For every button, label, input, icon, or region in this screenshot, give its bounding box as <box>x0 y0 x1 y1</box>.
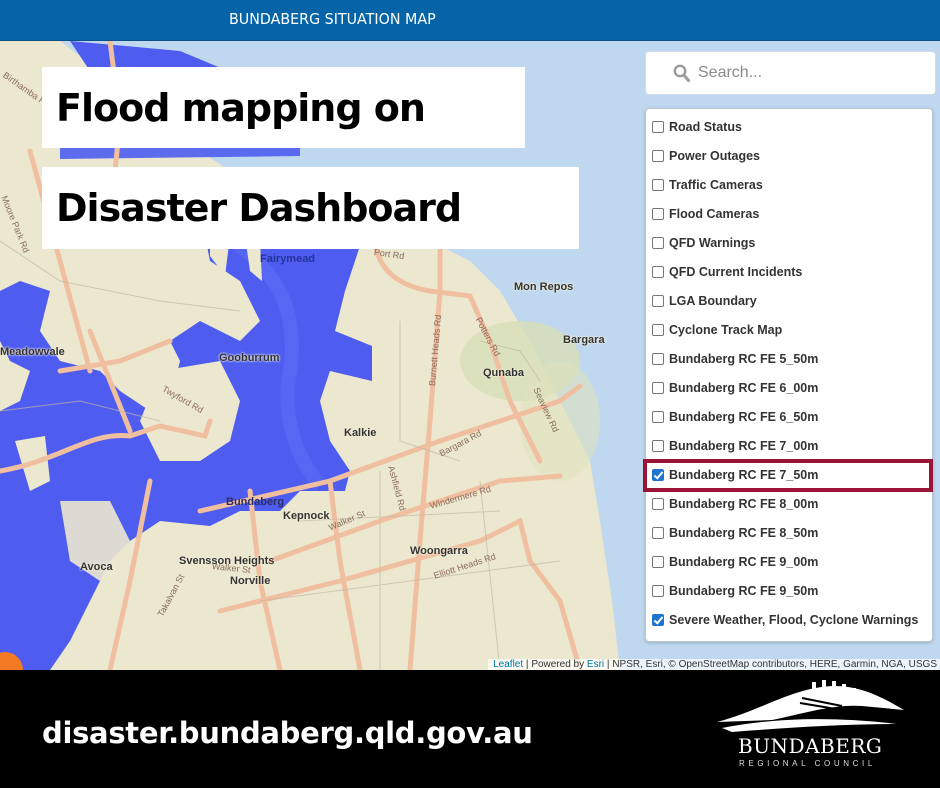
powered-by-text: Powered by <box>531 659 585 670</box>
logo-name: BUNDABERG <box>738 734 883 758</box>
layer-traffic-cameras[interactable]: Traffic Cameras <box>652 174 928 196</box>
footer-banner: disaster.bundaberg.qld.gov.au BUNDABERG … <box>0 670 940 788</box>
place-label: Qunaba <box>483 367 524 379</box>
checkbox[interactable] <box>652 208 664 220</box>
checkbox[interactable] <box>652 121 664 133</box>
layer-label: Bundaberg RC FE 7_00m <box>669 439 819 453</box>
layer-label: Bundaberg RC FE 9_50m <box>669 584 819 598</box>
layer-fe-9-50m[interactable]: Bundaberg RC FE 9_50m <box>652 580 928 602</box>
checkbox[interactable] <box>652 266 664 278</box>
headline-line-1: Flood mapping on <box>42 67 525 148</box>
layer-fe-6-00m[interactable]: Bundaberg RC FE 6_00m <box>652 377 928 399</box>
checkbox-checked[interactable] <box>652 614 664 626</box>
checkbox[interactable] <box>652 440 664 452</box>
logo-subtitle: REGIONAL COUNCIL <box>739 759 876 768</box>
layer-qfd-warnings[interactable]: QFD Warnings <box>652 232 928 254</box>
layer-fe-8-00m[interactable]: Bundaberg RC FE 8_00m <box>652 493 928 515</box>
place-label: Norville <box>230 575 271 587</box>
checkbox[interactable] <box>652 411 664 423</box>
search-box[interactable] <box>646 52 935 94</box>
layer-power-outages[interactable]: Power Outages <box>652 145 928 167</box>
layer-label: LGA Boundary <box>669 294 757 308</box>
place-label: Woongarra <box>410 545 468 557</box>
layer-label: Power Outages <box>669 149 760 163</box>
layer-fe-7-50m[interactable]: Bundaberg RC FE 7_50m <box>652 464 928 486</box>
checkbox[interactable] <box>652 324 664 336</box>
layer-cyclone-track-map[interactable]: Cyclone Track Map <box>652 319 928 341</box>
layer-flood-cameras[interactable]: Flood Cameras <box>652 203 928 225</box>
place-label: Svensson Heights <box>179 555 275 567</box>
layer-label: Bundaberg RC FE 5_50m <box>669 352 819 366</box>
layer-label: Bundaberg RC FE 8_00m <box>669 497 819 511</box>
layer-fe-6-50m[interactable]: Bundaberg RC FE 6_50m <box>652 406 928 428</box>
layer-list-panel: Road Status Power Outages Traffic Camera… <box>643 108 933 642</box>
place-label: Kepnock <box>283 510 330 522</box>
layer-qfd-current-incidents[interactable]: QFD Current Incidents <box>652 261 928 283</box>
checkbox[interactable] <box>652 179 664 191</box>
checkbox[interactable] <box>652 382 664 394</box>
checkbox[interactable] <box>652 498 664 510</box>
esri-link[interactable]: Esri <box>586 659 605 670</box>
layer-label: Bundaberg RC FE 6_50m <box>669 410 819 424</box>
layer-label: Flood Cameras <box>669 207 760 221</box>
layer-label: Bundaberg RC FE 8_50m <box>669 526 819 540</box>
council-logo: BUNDABERG REGIONAL COUNCIL <box>712 680 908 780</box>
place-label: Fairymead <box>260 253 316 265</box>
headline-text-2: Disaster Dashboard <box>56 186 462 230</box>
layer-label: QFD Current Incidents <box>669 265 803 279</box>
app-header: BUNDABERG SITUATION MAP <box>0 0 940 41</box>
place-label: Kalkie <box>344 427 377 439</box>
attribution-sources: NPSR, Esri, © OpenStreetMap contributors… <box>612 659 937 670</box>
checkbox[interactable] <box>652 353 664 365</box>
layer-road-status[interactable]: Road Status <box>652 116 928 138</box>
layer-label: Bundaberg RC FE 7_50m <box>669 468 819 482</box>
place-label: Gooburrum <box>219 352 280 364</box>
checkbox[interactable] <box>652 556 664 568</box>
checkbox[interactable] <box>652 237 664 249</box>
place-label: Bargara <box>563 334 605 346</box>
place-label: Mon Repos <box>514 281 574 293</box>
place-label: Avoca <box>80 561 113 573</box>
layer-label: Bundaberg RC FE 9_00m <box>669 555 819 569</box>
place-label: Bundaberg <box>226 496 285 508</box>
layer-label: Cyclone Track Map <box>669 323 783 337</box>
layer-lga-boundary[interactable]: LGA Boundary <box>652 290 928 312</box>
checkbox[interactable] <box>652 527 664 539</box>
layer-fe-9-00m[interactable]: Bundaberg RC FE 9_00m <box>652 551 928 573</box>
leaflet-link[interactable]: Leaflet <box>493 659 524 670</box>
logo-emblem-icon <box>717 680 904 732</box>
app-title: BUNDABERG SITUATION MAP <box>229 10 436 28</box>
search-input[interactable] <box>698 64 918 82</box>
search-icon[interactable] <box>673 64 690 82</box>
footer-url: disaster.bundaberg.qld.gov.au <box>42 716 533 750</box>
checkbox[interactable] <box>652 150 664 162</box>
headline-text-1: Flood mapping on <box>56 85 426 130</box>
layer-label: QFD Warnings <box>669 236 756 250</box>
layer-label: Traffic Cameras <box>669 178 763 192</box>
checkbox[interactable] <box>652 295 664 307</box>
checkbox[interactable] <box>652 585 664 597</box>
layer-fe-7-00m[interactable]: Bundaberg RC FE 7_00m <box>652 435 928 457</box>
map-attribution: Leaflet | Powered by Esri | NPSR, Esri, … <box>488 659 940 670</box>
layer-label: Road Status <box>669 120 742 134</box>
layer-fe-5-50m[interactable]: Bundaberg RC FE 5_50m <box>652 348 928 370</box>
checkbox-checked[interactable] <box>652 469 664 481</box>
map-view[interactable]: Fairymead Mon Repos Bargara Meadowvale G… <box>0 41 940 670</box>
headline-line-2: Disaster Dashboard <box>42 167 579 249</box>
place-label: Meadowvale <box>0 346 65 358</box>
layer-label: Bundaberg RC FE 6_00m <box>669 381 819 395</box>
layer-fe-8-50m[interactable]: Bundaberg RC FE 8_50m <box>652 522 928 544</box>
layer-severe-weather-warnings[interactable]: Severe Weather, Flood, Cyclone Warnings <box>652 609 928 631</box>
layer-label: Severe Weather, Flood, Cyclone Warnings <box>669 613 919 627</box>
